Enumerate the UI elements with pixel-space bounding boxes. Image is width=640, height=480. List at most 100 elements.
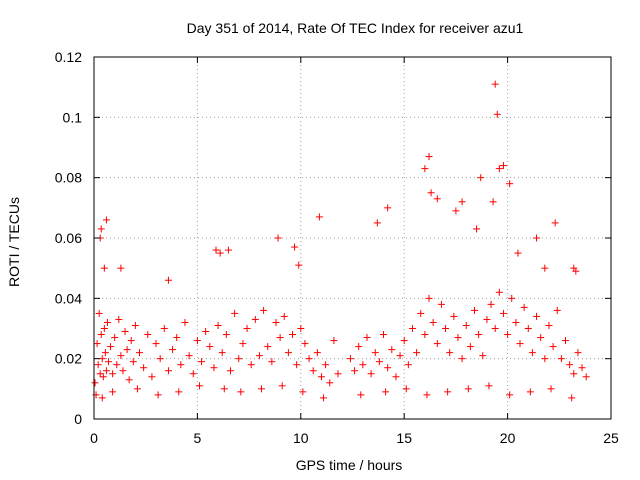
data-point (450, 312, 458, 320)
y-axis-label: ROTI / TECUs (6, 197, 22, 287)
data-point (231, 309, 239, 317)
data-point (309, 367, 317, 375)
data-point (317, 373, 325, 381)
data-point (355, 343, 363, 351)
data-point (466, 343, 474, 351)
data-point (495, 288, 503, 296)
data-point (351, 367, 359, 375)
data-point (117, 352, 125, 360)
data-point (541, 355, 549, 363)
data-point (164, 367, 172, 375)
data-point (334, 370, 342, 378)
data-point (315, 213, 323, 221)
data-point (98, 394, 106, 402)
axis-ticks: 0 5 10 15 20 25 0 0.02 0.04 0.06 0.08 0.1 0.12 (55, 49, 619, 446)
data-point (251, 315, 259, 323)
data-point (135, 349, 143, 357)
data-point (375, 358, 383, 366)
data-point (582, 373, 590, 381)
data-point (479, 352, 487, 360)
data-point (247, 361, 255, 369)
data-point (237, 388, 245, 396)
data-point (119, 367, 127, 375)
data-point (380, 331, 388, 339)
data-point (485, 382, 493, 390)
y-tick-label: 0 (74, 411, 82, 427)
data-point (444, 388, 452, 396)
data-point (471, 306, 479, 314)
data-point (173, 334, 181, 342)
y-tick-label: 0.08 (55, 170, 82, 186)
data-point (462, 321, 470, 329)
data-point (367, 370, 375, 378)
data-point (274, 234, 282, 242)
data-point (464, 385, 472, 393)
data-point (499, 309, 507, 317)
chart-title: Day 351 of 2014, Rate Of TEC Index for r… (187, 20, 524, 36)
data-point (235, 355, 243, 363)
data-point (508, 294, 516, 302)
data-point (97, 331, 105, 339)
data-point (177, 361, 185, 369)
data-point (96, 370, 104, 378)
data-point (189, 370, 197, 378)
data-point (425, 294, 433, 302)
x-tick-label: 20 (500, 430, 516, 446)
data-point (421, 331, 429, 339)
data-point (574, 349, 582, 357)
data-point (131, 321, 139, 329)
data-point (499, 162, 507, 170)
y-tick-label: 0.04 (55, 290, 82, 306)
data-point (102, 216, 110, 224)
data-point (216, 249, 224, 257)
data-point (133, 385, 141, 393)
data-point (94, 361, 102, 369)
data-point (359, 361, 367, 369)
data-point (140, 364, 148, 372)
data-point (421, 165, 429, 173)
y-tick-label: 0.02 (55, 351, 82, 367)
data-point (222, 331, 230, 339)
data-point (506, 180, 514, 188)
data-point (570, 370, 578, 378)
data-point (384, 364, 392, 372)
data-point (493, 110, 501, 118)
data-point (284, 349, 292, 357)
x-tick-label: 5 (194, 430, 202, 446)
data-point (175, 388, 183, 396)
data-point (452, 207, 460, 215)
data-point (373, 219, 381, 227)
data-point (268, 358, 276, 366)
data-point (313, 349, 321, 357)
data-point (557, 355, 565, 363)
data-point (301, 340, 309, 348)
data-point (218, 349, 226, 357)
data-point (224, 246, 232, 254)
data-point (371, 349, 379, 357)
x-tick-label: 15 (396, 430, 412, 446)
y-tick-label: 0.06 (55, 230, 82, 246)
y-tick-label: 0.1 (63, 109, 83, 125)
data-point (93, 340, 101, 348)
data-point (280, 312, 288, 320)
data-point (164, 276, 172, 284)
data-point (320, 394, 328, 402)
data-point (101, 349, 109, 357)
data-point (392, 373, 400, 381)
data-point (433, 340, 441, 348)
data-point (549, 343, 557, 351)
data-point (425, 153, 433, 161)
data-point (255, 352, 263, 360)
data-point (437, 300, 445, 308)
x-tick-label: 25 (603, 430, 619, 446)
data-point (330, 337, 338, 345)
data-point (148, 373, 156, 381)
x-tick-label: 0 (90, 430, 98, 446)
data-point (545, 321, 553, 329)
data-point (475, 331, 483, 339)
data-point (111, 334, 119, 342)
data-point (243, 325, 251, 332)
data-point (206, 343, 214, 351)
data-point (121, 328, 129, 336)
